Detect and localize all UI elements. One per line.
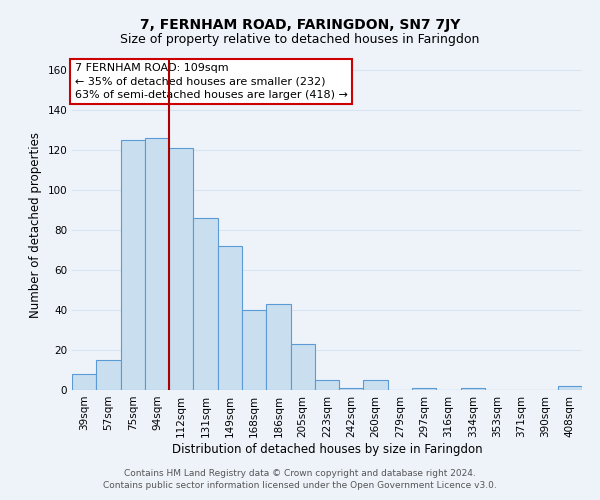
Bar [290,344,315,390]
Bar [72,374,96,390]
Bar [364,380,388,390]
Bar [266,304,290,390]
Bar [461,388,485,390]
X-axis label: Distribution of detached houses by size in Faringdon: Distribution of detached houses by size … [172,442,482,456]
Bar [315,380,339,390]
Y-axis label: Number of detached properties: Number of detached properties [29,132,42,318]
Bar [412,388,436,390]
Bar [242,310,266,390]
Text: Size of property relative to detached houses in Faringdon: Size of property relative to detached ho… [121,32,479,46]
Text: 7, FERNHAM ROAD, FARINGDON, SN7 7JY: 7, FERNHAM ROAD, FARINGDON, SN7 7JY [140,18,460,32]
Text: 7 FERNHAM ROAD: 109sqm
← 35% of detached houses are smaller (232)
63% of semi-de: 7 FERNHAM ROAD: 109sqm ← 35% of detached… [74,64,347,100]
Bar [193,218,218,390]
Bar [96,360,121,390]
Bar [169,148,193,390]
Bar [145,138,169,390]
Bar [339,388,364,390]
Bar [558,386,582,390]
Bar [121,140,145,390]
Text: Contains HM Land Registry data © Crown copyright and database right 2024.: Contains HM Land Registry data © Crown c… [124,468,476,477]
Bar [218,246,242,390]
Text: Contains public sector information licensed under the Open Government Licence v3: Contains public sector information licen… [103,481,497,490]
